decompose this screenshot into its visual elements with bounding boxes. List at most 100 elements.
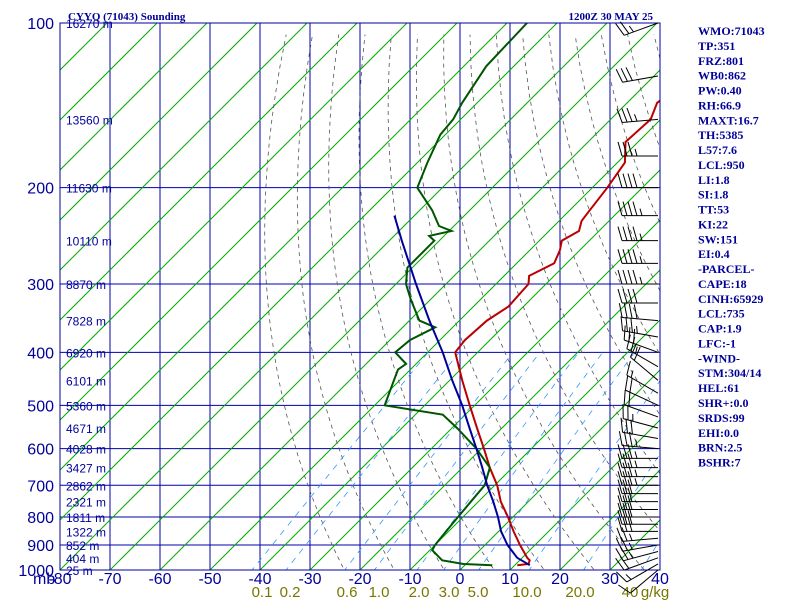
- dry-adiabat: [358, 34, 495, 570]
- index-entry: WMO:71043: [698, 24, 765, 38]
- wind-barb: [617, 462, 658, 478]
- index-entry: FRZ:801: [698, 54, 744, 68]
- index-entry: SRDS:99: [698, 411, 745, 425]
- index-entry: WB0:862: [698, 69, 746, 83]
- wind-barb: [626, 360, 659, 394]
- isotherm: [60, 23, 358, 321]
- pressure-tick-label: 500: [27, 398, 54, 415]
- dry-adiabat: [415, 34, 595, 570]
- wind-barb: [615, 67, 659, 83]
- wind-barb: [618, 569, 659, 594]
- mixing-ratio-label: 2.0: [409, 584, 430, 600]
- wind-barb: [616, 563, 659, 583]
- wind-barb: [617, 444, 658, 459]
- isotherm: [748, 0, 800, 582]
- mixing-ratio-line: [251, 352, 429, 570]
- height-label: 404 m: [66, 552, 99, 566]
- index-entry: TT:53: [698, 203, 729, 217]
- index-entry: MAXT:16.7: [698, 113, 759, 127]
- wind-barb: [622, 404, 659, 429]
- index-entry: -WIND-: [698, 351, 740, 365]
- wind-barb: [617, 269, 658, 285]
- pressure-tick-label: 700: [27, 478, 54, 495]
- wind-barb: [615, 21, 659, 36]
- wind-barb: [616, 107, 659, 123]
- wind-barb: [624, 375, 659, 406]
- height-label: 3427 m: [66, 462, 106, 476]
- isotherm: [60, 23, 308, 271]
- wind-barb: [617, 502, 658, 518]
- pressure-tick-label: 400: [27, 345, 54, 362]
- isotherm: [60, 23, 158, 121]
- index-entry: TH:5385: [698, 128, 743, 142]
- wind-barb: [618, 431, 659, 450]
- isotherm: [60, 23, 558, 521]
- wind-barb: [617, 479, 658, 495]
- pressure-tick-label: 200: [27, 181, 54, 198]
- isotherm: [359, 269, 660, 570]
- temperature-tick-label: 10: [501, 571, 519, 588]
- temperature-tick-label: -40: [248, 571, 271, 588]
- dry-adiabat: [759, 35, 800, 582]
- pressure-tick-label: 900: [27, 538, 54, 555]
- temperature-tick-label: 40: [651, 571, 669, 588]
- wind-barb: [623, 325, 659, 353]
- height-label: 7828 m: [66, 315, 106, 329]
- mixing-ratio-label: 5.0: [468, 584, 489, 600]
- mixing-ratio-label: 20.0: [565, 584, 594, 600]
- temperature-tick-label: 0: [456, 571, 465, 588]
- height-label: 1811 m: [66, 511, 105, 525]
- grid-layer: [60, 23, 660, 570]
- wind-barb: [629, 343, 659, 381]
- pressure-tick-label: 300: [27, 277, 54, 294]
- dewpoint-profile: [383, 23, 528, 567]
- height-label: 8870 m: [66, 278, 106, 292]
- index-entry: CAP:1.9: [698, 322, 742, 336]
- height-label: 1322 m: [66, 525, 106, 539]
- wind-barb: [620, 417, 659, 440]
- height-label: 25 m: [66, 564, 93, 578]
- index-entry: HEL:61: [698, 381, 739, 395]
- dry-adiabat: [296, 34, 395, 570]
- mixing-ratio-label: 0.6: [337, 584, 358, 600]
- isotherm: [60, 23, 608, 570]
- wind-barb: [618, 303, 659, 322]
- mixing-ratio-label: 1.0: [369, 584, 390, 600]
- height-label: 4028 m: [66, 443, 106, 457]
- wind-barb: [617, 453, 658, 469]
- index-entry: KI:22: [698, 217, 728, 231]
- mixing-ratio-line: [373, 352, 541, 570]
- wind-barb: [617, 249, 658, 264]
- height-label: 852 m: [66, 539, 99, 553]
- height-label: 2862 m: [66, 479, 106, 493]
- mixing-ratio-label: 10.0: [512, 584, 541, 600]
- height-label: 4671 m: [66, 422, 106, 436]
- wind-barb: [617, 141, 658, 157]
- index-entry: SW:151: [698, 232, 738, 246]
- isotherm: [159, 69, 660, 570]
- mixing-ratio-line: [285, 352, 460, 570]
- dry-adiabat: [443, 34, 645, 570]
- mixing-ratio-label: 3.0: [439, 584, 460, 600]
- height-label: 11630 m: [66, 182, 112, 196]
- height-label: 6101 m: [66, 374, 106, 388]
- wind-barb: [615, 546, 659, 562]
- wind-barb-column: [615, 21, 659, 594]
- isotherm: [60, 23, 408, 371]
- height-label: 5360 m: [66, 399, 106, 413]
- isotherm: [209, 119, 660, 570]
- chart-time: 1200Z 30 MAY 25: [569, 11, 654, 23]
- dry-adiabat: [328, 34, 445, 570]
- height-label: 6920 m: [66, 346, 106, 360]
- chart-title: CYYQ (71043) Sounding: [68, 11, 186, 23]
- isotherm: [309, 219, 660, 570]
- wind-barb: [616, 527, 659, 542]
- index-entry: BRN:2.5: [698, 441, 742, 455]
- index-entry: TP:351: [698, 39, 735, 53]
- isotherm: [60, 23, 508, 471]
- mixing-ratio-line: [528, 380, 660, 570]
- mixing-ratio-label: 0.1: [252, 584, 273, 600]
- parcel-path: [393, 215, 531, 567]
